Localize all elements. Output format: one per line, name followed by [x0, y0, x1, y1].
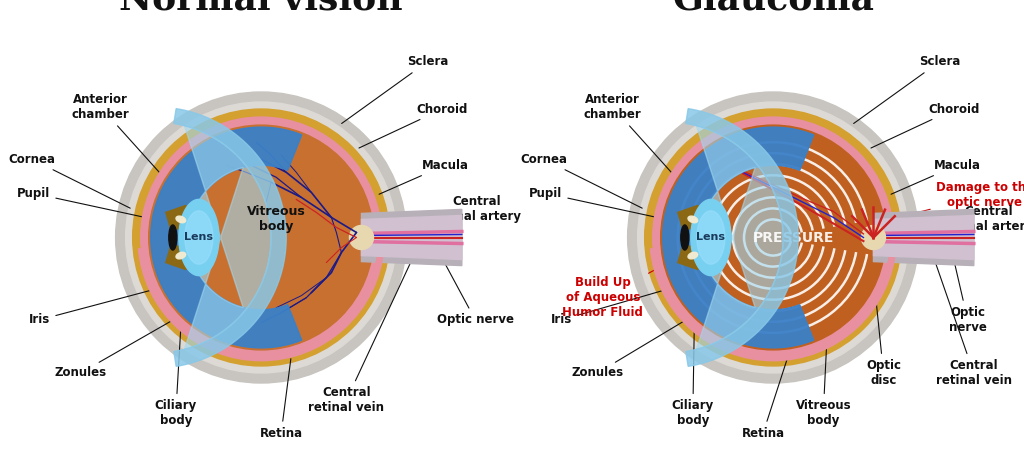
Title: Normal vision: Normal vision [120, 0, 402, 17]
Polygon shape [678, 246, 705, 270]
Text: Choroid: Choroid [359, 103, 468, 148]
Text: Pupil: Pupil [17, 187, 170, 223]
Polygon shape [691, 200, 731, 276]
Text: Central
retinal artery: Central retinal artery [415, 195, 521, 228]
Circle shape [645, 109, 901, 366]
Text: Cornea: Cornea [8, 153, 130, 208]
Text: Optic
nerve: Optic nerve [948, 262, 986, 334]
Circle shape [652, 117, 894, 358]
Polygon shape [873, 209, 974, 266]
Polygon shape [361, 209, 462, 266]
Polygon shape [151, 127, 302, 348]
Ellipse shape [176, 252, 185, 259]
Polygon shape [678, 205, 705, 229]
Polygon shape [663, 127, 814, 348]
Circle shape [148, 125, 374, 350]
Polygon shape [686, 109, 798, 366]
Text: Iris: Iris [29, 288, 158, 326]
Circle shape [628, 92, 919, 383]
Text: Lens: Lens [184, 232, 213, 243]
Ellipse shape [681, 225, 689, 250]
Circle shape [349, 226, 374, 249]
Text: Optic nerve: Optic nerve [436, 260, 514, 326]
Text: Retina: Retina [741, 359, 787, 440]
Text: Pupil: Pupil [529, 187, 682, 223]
Text: Central
retinal vein: Central retinal vein [308, 252, 416, 414]
Text: Retina: Retina [260, 359, 303, 440]
Polygon shape [166, 205, 193, 229]
Text: Iris: Iris [551, 288, 670, 326]
Polygon shape [166, 246, 193, 270]
Text: PRESSURE: PRESSURE [753, 230, 834, 245]
Circle shape [140, 117, 382, 358]
Text: Central
retinal artery: Central retinal artery [927, 205, 1024, 233]
Text: Macula: Macula [379, 159, 469, 194]
Polygon shape [361, 216, 462, 259]
Text: Optic disc: Optic disc [284, 245, 358, 316]
Circle shape [126, 102, 396, 373]
Text: Build Up
of Aqueous
Humor Fluid: Build Up of Aqueous Humor Fluid [562, 259, 676, 319]
Text: Sclera: Sclera [342, 56, 449, 124]
Polygon shape [696, 126, 783, 349]
Text: Ciliary
body: Ciliary body [155, 295, 197, 427]
Text: Macula: Macula [891, 159, 981, 194]
Text: Damage to the
optic nerve: Damage to the optic nerve [882, 181, 1024, 222]
Ellipse shape [169, 225, 177, 250]
Polygon shape [697, 211, 725, 264]
Circle shape [133, 109, 389, 366]
Circle shape [116, 92, 407, 383]
Text: Cornea: Cornea [520, 153, 642, 208]
Text: Central
retinal vein: Central retinal vein [935, 260, 1012, 387]
Ellipse shape [688, 216, 697, 223]
Polygon shape [184, 126, 271, 349]
Polygon shape [185, 211, 213, 264]
Text: Lens: Lens [696, 232, 725, 243]
Text: Zonules: Zonules [571, 311, 700, 380]
Polygon shape [179, 200, 219, 276]
Polygon shape [873, 216, 974, 259]
Circle shape [861, 226, 886, 249]
Text: Vitreous
body: Vitreous body [247, 205, 305, 233]
Text: Sclera: Sclera [854, 56, 961, 124]
Ellipse shape [688, 252, 697, 259]
Text: Zonules: Zonules [54, 311, 188, 380]
Text: Ciliary
body: Ciliary body [672, 295, 714, 427]
Text: Anterior
chamber: Anterior chamber [72, 93, 189, 205]
Text: Choroid: Choroid [871, 103, 980, 148]
Text: Anterior
chamber: Anterior chamber [584, 93, 701, 205]
Ellipse shape [176, 216, 185, 223]
Text: Vitreous
body: Vitreous body [796, 313, 851, 427]
Circle shape [660, 125, 886, 350]
Circle shape [638, 102, 908, 373]
Text: Optic
disc: Optic disc [866, 258, 901, 387]
Title: Glaucoma: Glaucoma [672, 0, 874, 17]
Polygon shape [174, 109, 286, 366]
